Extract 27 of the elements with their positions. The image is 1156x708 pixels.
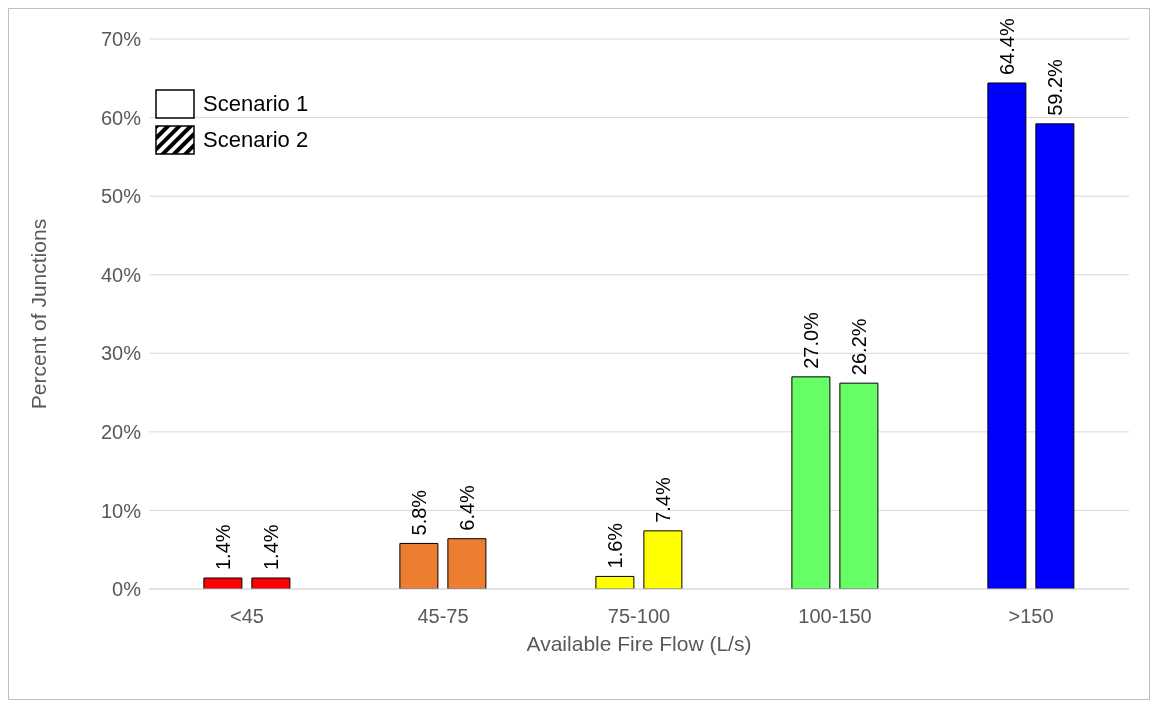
legend-label: Scenario 2 [203,127,309,153]
data-label: 1.4% [211,524,234,570]
y-tick-label: 20% [100,420,142,443]
y-tick-label: 50% [100,185,142,208]
data-label: 27.0% [799,311,822,369]
data-label: 64.4% [995,18,1018,75]
data-label: 1.4% [259,524,282,570]
data-label: 5.8% [407,489,430,536]
y-axis-title: Percent of Junctions [27,218,51,410]
data-label: 7.4% [651,477,674,523]
data-label: 26.2% [847,318,870,376]
y-tick-label: 60% [100,106,142,129]
data-label: 6.4% [455,484,478,531]
y-tick-label: 10% [100,499,142,522]
x-tick-label: <45 [230,605,264,628]
x-tick-label: 75-100 [607,605,671,628]
y-tick-label: 70% [100,28,142,51]
data-label: 59.2% [1043,58,1066,116]
data-label: 1.6% [603,522,626,569]
x-tick-label: >150 [1008,605,1054,628]
legend-label: Scenario 1 [203,91,309,117]
x-tick-label: 100-150 [798,605,872,628]
y-tick-label: 40% [100,263,142,286]
y-tick-label: 30% [100,342,142,365]
x-axis-title: Available Fire Flow (L/s) [526,632,752,655]
y-tick-label: 0% [112,578,142,601]
x-tick-label: 45-75 [417,605,469,628]
